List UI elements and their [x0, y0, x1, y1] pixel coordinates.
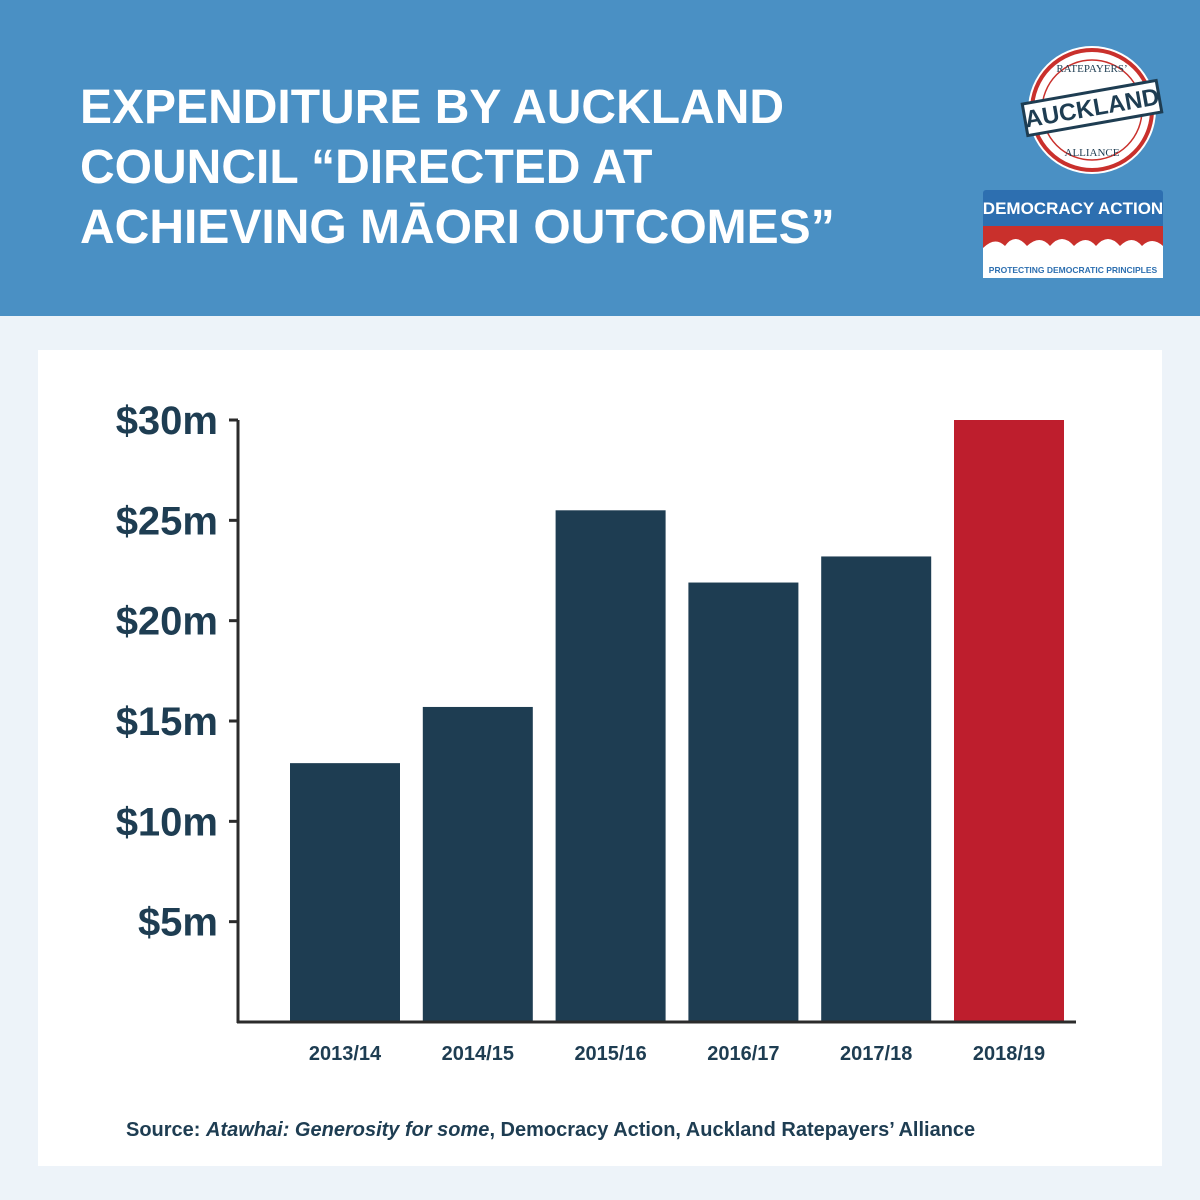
source-label: Source: — [126, 1119, 200, 1141]
y-tick-label: $10m — [116, 800, 218, 844]
bar — [422, 706, 533, 1022]
y-tick-label: $25m — [116, 499, 218, 543]
logo-text: RATEPAYERS’ — [1056, 63, 1127, 75]
logo-text: DEMOCRACY ACTION — [983, 199, 1163, 218]
plot: $5m $10m $15m $20m $25m $30m 2013/14 2014/15 201… — [116, 399, 1064, 1065]
logo-text: ALLIANCE — [1065, 147, 1120, 159]
bar — [290, 763, 400, 1022]
x-tick-label: 2015/16 — [574, 1043, 646, 1065]
bar — [555, 510, 666, 1022]
x-tick-label: 2018/19 — [973, 1043, 1045, 1065]
y-tick-label: $20m — [116, 600, 218, 644]
bar — [821, 556, 932, 1022]
title-line: COUNCIL “DIRECTED AT — [80, 141, 652, 194]
bar — [954, 420, 1064, 1022]
logo-text: PROTECTING DEMOCRATIC PRINCIPLES — [989, 265, 1158, 275]
x-tick-label: 2017/18 — [840, 1043, 912, 1065]
y-tick-label: $5m — [138, 901, 218, 945]
logo-banner — [1020, 78, 1164, 138]
source-rest: , Democracy Action, Auckland Ratepayers’… — [489, 1119, 975, 1141]
democracy-logo: DEMOCRACY ACTION PROTECTING DEMOCRATIC P… — [983, 190, 1163, 278]
logo-strip — [983, 260, 1163, 278]
title-line: ACHIEVING MĀORI OUTCOMES” — [80, 201, 835, 254]
x-tick-label: 2016/17 — [707, 1043, 779, 1065]
y-tick-label: $30m — [116, 399, 218, 443]
x-tick-label: 2014/15 — [442, 1043, 514, 1065]
ratepayers-logo: RATEPAYERS’ AUCKLAND ALLIANCE — [1020, 46, 1164, 174]
title-line: EXPENDITURE BY AUCKLAND — [80, 81, 784, 134]
source-title: Atawhai: Generosity for some — [205, 1119, 489, 1141]
source-note: Source: Atawhai: Generosity for some, De… — [126, 1119, 975, 1141]
y-tick-label: $15m — [116, 700, 218, 744]
logo-silhouettes — [983, 239, 1163, 260]
bar — [688, 582, 799, 1022]
x-tick-label: 2013/14 — [309, 1043, 382, 1065]
